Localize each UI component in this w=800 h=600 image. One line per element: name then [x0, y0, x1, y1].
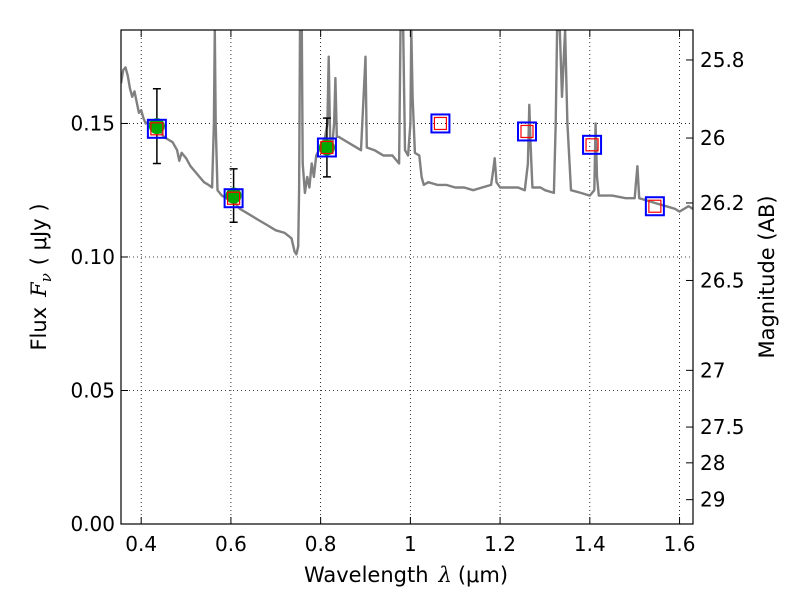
- observed-point: [225, 187, 242, 204]
- grid: [121, 30, 693, 524]
- observed-point: [318, 139, 335, 156]
- observed-points-layer: [148, 87, 335, 224]
- spectrum-line: [121, 30, 693, 256]
- right-axis-label: Magnitude (AB): [755, 195, 779, 358]
- right-tick-label: 27.5: [700, 415, 745, 439]
- right-tick-label: 28: [700, 451, 725, 475]
- model-box-marker: [223, 188, 244, 209]
- model-box-marker: [644, 196, 665, 217]
- x-tick-label: 1.4: [574, 532, 606, 556]
- y-axis-label: Flux Fν ( μJy ): [27, 203, 55, 350]
- observed-point: [148, 118, 165, 135]
- x-axis-label-text: Wavelength: [304, 563, 429, 587]
- y-axis-label-unit: ( μJy ): [27, 203, 51, 265]
- model-inner-marker: [648, 199, 662, 213]
- model-box-marker: [316, 137, 337, 158]
- model-box-marker: [582, 134, 603, 155]
- x-tick-label: 1.6: [664, 532, 696, 556]
- model-inner-marker: [585, 138, 599, 152]
- model-box-marker: [146, 118, 167, 139]
- model-inner-marker: [433, 116, 448, 131]
- x-tick-label: 0.8: [305, 532, 337, 556]
- y-tick-label: 0.10: [70, 245, 115, 269]
- right-tick-label: 25.8: [700, 48, 745, 72]
- model-photometry-layer: [146, 113, 665, 217]
- x-tick-label: 1: [404, 532, 417, 556]
- x-tick-label: 1.2: [484, 532, 516, 556]
- spectrum-layer: [121, 30, 693, 256]
- y-tick-label: 0.05: [70, 378, 115, 402]
- right-tick-label: 27: [700, 358, 725, 382]
- model-inner-marker: [520, 124, 534, 139]
- model-inner-marker: [320, 140, 334, 155]
- right-tick-label: 26: [700, 126, 725, 150]
- y-axis-label-text: Flux: [27, 307, 51, 351]
- model-inner-marker: [150, 122, 164, 136]
- y-tick-label: 0.00: [70, 512, 115, 536]
- x-tick-label: 0.6: [215, 532, 247, 556]
- model-inner-marker: [227, 191, 241, 205]
- model-box-marker: [517, 121, 538, 142]
- x-axis-label: Wavelength λ (μm): [304, 563, 508, 587]
- x-axis-label-unit: (μm): [458, 563, 508, 587]
- model-box-marker: [430, 113, 451, 134]
- plot-frame: [120, 29, 694, 525]
- y-axis-label-subscript: ν: [37, 273, 55, 282]
- right-tick-label: 29: [700, 488, 725, 512]
- x-axis-label-symbol: λ: [438, 563, 452, 587]
- y-axis-label-symbol: F: [27, 281, 51, 298]
- x-tick-label: 0.4: [125, 532, 157, 556]
- y-tick-label: 0.15: [70, 111, 115, 135]
- ticks-layer: 0.4 0.6 0.8 1 1.2 1.4 1.6 0.00 0.05 0.10 0.15 25.8 2…: [70, 30, 745, 556]
- right-tick-label: 26.5: [700, 268, 745, 292]
- right-tick-label: 26.2: [700, 191, 745, 215]
